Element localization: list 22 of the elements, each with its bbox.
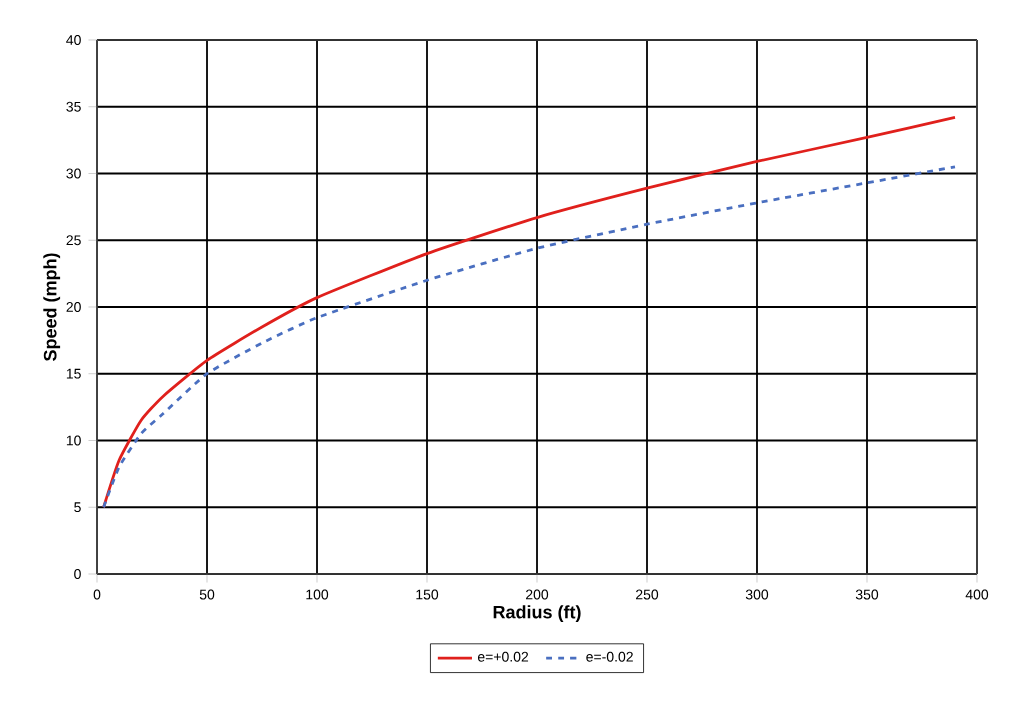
x-tick-label: 400 bbox=[965, 589, 989, 600]
x-tick-label: 350 bbox=[855, 589, 879, 600]
x-tick-label: 100 bbox=[306, 589, 329, 600]
y-tick-label: 10 bbox=[66, 435, 81, 446]
y-tick-label: 35 bbox=[66, 101, 81, 112]
x-tick-label: 50 bbox=[199, 589, 215, 600]
legend-label: e=-0.02 bbox=[586, 651, 633, 662]
x-tick-label: 250 bbox=[636, 589, 659, 600]
x-tick-label: 200 bbox=[526, 589, 549, 600]
y-tick-label: 30 bbox=[66, 168, 81, 179]
x-tick-label: 150 bbox=[416, 589, 439, 600]
x-tick-label: 300 bbox=[745, 589, 769, 600]
legend-label: e=+0.02 bbox=[477, 651, 529, 662]
y-tick-label: 0 bbox=[74, 569, 81, 579]
y-tick-label: 5 bbox=[74, 502, 81, 513]
y-tick-label: 25 bbox=[66, 235, 81, 246]
x-axis-title: Radius (ft) bbox=[493, 605, 581, 623]
y-tick-label: 20 bbox=[66, 302, 81, 312]
y-tick-label: 40 bbox=[66, 35, 81, 45]
x-tick-label: 0 bbox=[93, 589, 101, 600]
y-axis-title: Speed (mph) bbox=[43, 253, 61, 361]
y-tick-label: 15 bbox=[66, 368, 81, 379]
